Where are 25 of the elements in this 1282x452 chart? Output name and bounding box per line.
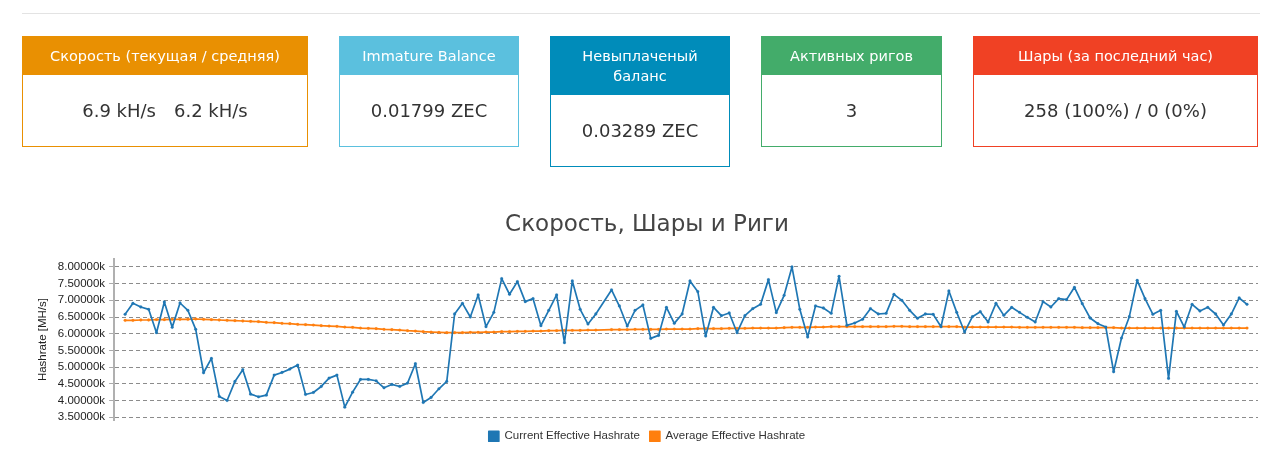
text: Активных ригов	[762, 37, 941, 75]
text: 3	[845, 100, 858, 121]
text: 6.2 kH/s	[174, 100, 248, 121]
y-tick-label: 7.50000k	[57, 276, 106, 289]
y-tick-label: 8.00000k	[57, 260, 106, 273]
text: 0.01799 ZEC	[370, 100, 488, 121]
text: Immature Balance	[340, 37, 518, 75]
y-tick-label: 7.00000k	[57, 293, 106, 306]
legend-label: Average Effective Hashrate	[665, 429, 806, 442]
y-tick-label: 5.50000k	[57, 343, 106, 356]
y-tick-label: 4.50000k	[57, 376, 106, 389]
y-tick-label: 5.00000k	[57, 360, 106, 373]
text: Невыплаченый баланс	[551, 37, 729, 95]
text: 6.9 kH/s	[82, 100, 156, 121]
y-tick-label: 3.50000k	[57, 410, 106, 423]
text: Скорость (текущая / средняя)	[23, 37, 307, 75]
y-tick-label: 4.00000k	[57, 393, 106, 406]
chart-title: Скорость, Шары и Риги	[505, 209, 789, 236]
y-tick-label: 6.00000k	[57, 326, 106, 339]
text: 0.03289 ZEC	[581, 120, 699, 141]
legend-label: Current Effective Hashrate	[504, 429, 640, 442]
text: 258 (100%) / 0 (0%)	[1024, 100, 1207, 121]
y-tick-label: 6.50000k	[57, 310, 106, 323]
text: Шары (за последний час)	[974, 37, 1257, 75]
y-axis-title: Hashrate [MH/s]	[36, 298, 49, 382]
